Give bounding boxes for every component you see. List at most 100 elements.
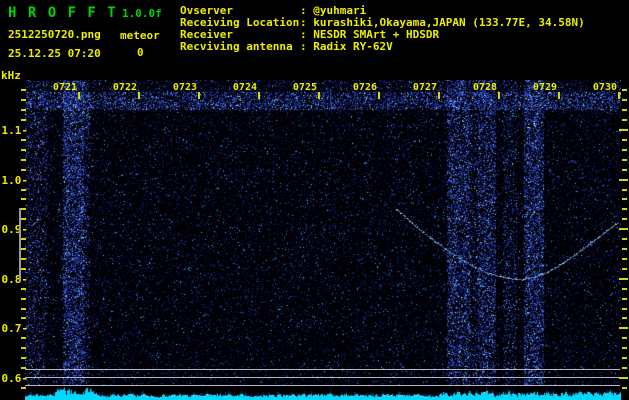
time-tick — [198, 92, 200, 99]
freq-minor-tick-right — [622, 307, 627, 310]
freq-minor-tick — [21, 89, 26, 92]
meteor-counter-label: meteor — [120, 29, 160, 42]
freq-minor-tick-right — [622, 99, 627, 102]
freq-major-tick-right — [619, 178, 628, 181]
freq-tick-label: 0.7- — [1, 322, 29, 336]
output-filename-label: 2512250720.png — [8, 28, 101, 41]
time-tick-label: 0721 — [52, 82, 77, 93]
info-value: Radix RY-62V — [313, 40, 393, 53]
info-separator: : — [300, 28, 314, 41]
freq-minor-tick — [21, 386, 26, 389]
freq-minor-tick — [21, 99, 26, 102]
info-label: Ovserver — [180, 4, 233, 17]
freq-major-tick-right — [619, 228, 628, 231]
freq-minor-tick-right — [622, 188, 627, 191]
freq-minor-tick — [21, 208, 26, 211]
info-value: NESDR SMArt + HDSDR — [313, 28, 440, 41]
freq-minor-tick — [21, 109, 26, 112]
info-label: Receiver — [180, 28, 233, 41]
freq-minor-tick-right — [622, 158, 627, 161]
freq-minor-tick-right — [622, 148, 627, 151]
freq-minor-tick — [21, 158, 26, 161]
freq-tick-label: 1.0- — [1, 173, 29, 187]
freq-minor-tick-right — [622, 267, 627, 270]
freq-minor-tick — [21, 168, 26, 171]
frequency-axis-unit-label: kHz — [1, 69, 21, 82]
time-tick — [498, 92, 500, 99]
info-row-antenna: Recviving antenna: Radix RY-62V — [180, 40, 393, 53]
freq-minor-tick — [21, 257, 26, 260]
freq-minor-tick — [21, 347, 26, 350]
info-value: @yuhmari — [313, 4, 367, 17]
freq-tick-label: 0.9- — [1, 223, 29, 237]
time-tick-label: 0725 — [292, 82, 317, 93]
freq-major-tick-right — [619, 129, 628, 131]
time-tick — [318, 92, 320, 99]
threshold-line — [25, 385, 620, 386]
info-label: Receiving Location — [180, 16, 300, 29]
time-tick — [138, 92, 140, 99]
time-tick — [558, 92, 560, 99]
freq-minor-tick — [21, 297, 26, 300]
freq-minor-tick-right — [622, 257, 627, 260]
spectrogram-canvas — [25, 80, 621, 400]
time-tick — [258, 92, 260, 99]
freq-minor-tick — [21, 367, 26, 370]
info-separator: : — [300, 4, 314, 17]
freq-major-tick-right — [619, 327, 628, 330]
time-tick — [618, 92, 620, 99]
time-tick-label: 0723 — [172, 82, 197, 93]
freq-minor-tick-right — [622, 297, 627, 300]
app-title: H R O F F T — [8, 5, 118, 21]
freq-minor-tick — [21, 337, 26, 340]
freq-minor-tick — [21, 317, 26, 320]
freq-minor-tick-right — [622, 218, 627, 221]
freq-tick-label: 0.8- — [1, 272, 29, 286]
frequency-range-marker — [19, 208, 21, 281]
freq-minor-tick-right — [622, 357, 627, 360]
freq-minor-tick — [21, 148, 26, 151]
freq-minor-tick-right — [622, 89, 627, 92]
freq-minor-tick-right — [622, 337, 627, 340]
time-tick — [378, 92, 380, 99]
freq-minor-tick — [21, 119, 26, 122]
time-tick-label: 0724 — [232, 82, 257, 93]
meteor-counter-value: 0 — [137, 46, 144, 59]
freq-minor-tick-right — [622, 168, 627, 171]
freq-minor-tick — [21, 307, 26, 310]
time-tick-label: 0728 — [472, 82, 497, 93]
freq-minor-tick — [21, 138, 26, 141]
time-tick-label: 0729 — [532, 82, 557, 93]
time-tick — [78, 92, 80, 99]
freq-minor-tick-right — [622, 287, 627, 290]
freq-minor-tick-right — [622, 347, 627, 350]
freq-minor-tick-right — [622, 238, 627, 241]
freq-major-tick-right — [619, 377, 628, 379]
freq-minor-tick-right — [622, 119, 627, 122]
time-tick-label: 0726 — [352, 82, 377, 93]
freq-minor-tick — [21, 287, 26, 290]
info-value: kurashiki,Okayama,JAPAN (133.77E, 34.58N… — [313, 16, 585, 29]
freq-minor-tick-right — [622, 317, 627, 320]
info-label: Recviving antenna — [180, 40, 293, 53]
freq-major-tick-right — [619, 277, 628, 280]
threshold-line — [25, 377, 620, 378]
time-tick-label: 0730 — [592, 82, 617, 93]
time-tick-label: 0722 — [112, 82, 137, 93]
info-row-receiver: Receiver: NESDR SMArt + HDSDR — [180, 28, 439, 41]
freq-minor-tick-right — [622, 138, 627, 141]
freq-minor-tick-right — [622, 367, 627, 370]
time-tick — [438, 92, 440, 99]
freq-minor-tick — [21, 188, 26, 191]
info-row-observer: Ovserver: @yuhmari — [180, 4, 366, 17]
timestamp-label: 25.12.25 07:20 — [8, 47, 101, 60]
freq-minor-tick-right — [622, 198, 627, 201]
info-separator: : — [300, 16, 314, 29]
freq-minor-tick-right — [622, 208, 627, 211]
freq-minor-tick — [21, 248, 26, 251]
freq-minor-tick — [21, 267, 26, 270]
threshold-line — [25, 369, 620, 370]
info-separator: : — [300, 40, 314, 53]
freq-tick-label: 1.1- — [1, 124, 29, 137]
